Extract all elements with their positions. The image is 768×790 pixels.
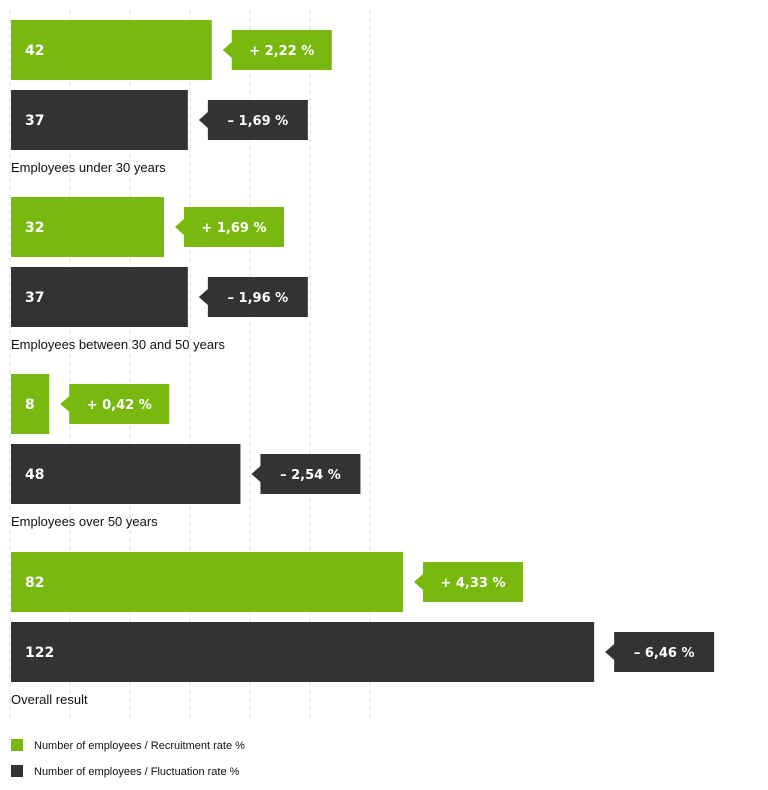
legend-swatch — [11, 739, 23, 751]
bar-group: 32 + 1,69 % 37 – 1,96 % Employees between 30… — [11, 197, 308, 352]
fluctuation-rate-badge — [605, 632, 715, 672]
recruitment-rate-label: + 1,69 % — [201, 221, 266, 236]
recruitment-rate-badge — [222, 30, 332, 70]
group-label: Employees over 50 years — [11, 514, 158, 529]
recruitment-bar — [11, 197, 164, 257]
recruitment-bar — [11, 552, 403, 612]
legend-item: Number of employees / Fluctuation rate % — [11, 765, 240, 778]
fluctuation-bar — [11, 90, 188, 150]
legend: Number of employees / Recruitment rate %… — [11, 739, 245, 778]
fluctuation-rate-badge — [198, 277, 308, 317]
group-label: Employees under 30 years — [11, 160, 166, 175]
legend-label: Number of employees / Fluctuation rate % — [34, 766, 240, 778]
group-label: Employees between 30 and 50 years — [11, 337, 225, 352]
recruitment-rate-label: + 4,33 % — [440, 576, 505, 591]
bar-group: 42 + 2,22 % 37 – 1,69 % Employees under 30 y… — [11, 20, 332, 175]
fluctuation-value-label: 122 — [25, 645, 54, 661]
recruitment-value-label: 8 — [25, 397, 35, 413]
bar-group: 82 + 4,33 % 122 – 6,46 % Overall result — [11, 552, 715, 707]
fluctuation-bar — [11, 444, 241, 504]
legend-label: Number of employees / Recruitment rate % — [34, 740, 245, 752]
recruitment-rate-badge — [60, 384, 170, 424]
recruitment-value-label: 42 — [25, 43, 44, 59]
fluctuation-bar — [11, 267, 188, 327]
fluctuation-rate-badge — [251, 454, 361, 494]
recruitment-rate-label: + 0,42 % — [87, 398, 152, 413]
fluctuation-rate-label: – 1,69 % — [228, 114, 289, 129]
fluctuation-rate-badge — [198, 100, 308, 140]
legend-item: Number of employees / Recruitment rate % — [11, 739, 245, 752]
fluctuation-rate-label: – 6,46 % — [634, 646, 695, 661]
recruitment-rate-label: + 2,22 % — [249, 44, 314, 59]
group-label: Overall result — [11, 692, 88, 707]
recruitment-value-label: 32 — [25, 220, 44, 236]
legend-swatch — [11, 765, 23, 777]
bar-groups: 42 + 2,22 % 37 – 1,69 % Employees under 30 y… — [11, 20, 715, 707]
fluctuation-bar — [11, 622, 595, 682]
recruitment-rate-badge — [174, 207, 284, 247]
bar-group: 8 + 0,42 % 48 – 2,54 % Employees over 50 yea… — [11, 374, 361, 529]
fluctuation-value-label: 48 — [25, 467, 44, 483]
fluctuation-value-label: 37 — [25, 290, 44, 306]
fluctuation-rate-label: – 1,96 % — [228, 291, 289, 306]
recruitment-bar — [11, 20, 212, 80]
fluctuation-rate-label: – 2,54 % — [280, 468, 341, 483]
recruitment-bar — [11, 374, 50, 434]
recruitment-rate-badge — [413, 562, 523, 602]
recruitment-value-label: 82 — [25, 575, 44, 591]
fluctuation-value-label: 37 — [25, 113, 44, 129]
